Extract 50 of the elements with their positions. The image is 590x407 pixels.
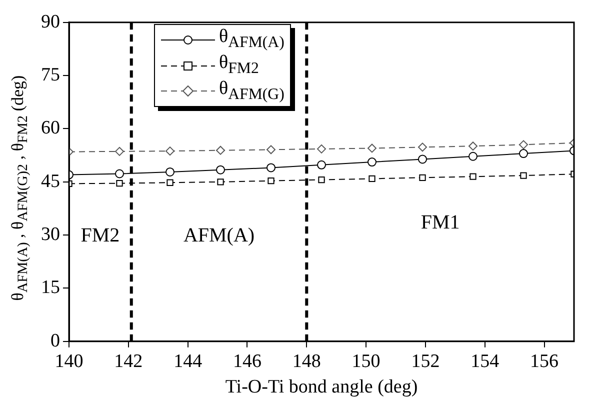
y-tick-label: 0 — [50, 330, 60, 352]
legend-label: θ$_{FM2}$ — [219, 52, 259, 79]
point — [317, 144, 326, 154]
x-tick-label: 156 — [530, 350, 559, 372]
point — [368, 158, 376, 167]
annotation: AFM(A) — [183, 224, 255, 246]
point — [216, 146, 225, 155]
point — [166, 146, 174, 156]
point — [268, 178, 274, 184]
point — [520, 172, 527, 179]
x-tick-label: 152 — [411, 350, 440, 372]
point — [368, 175, 376, 182]
point — [418, 154, 427, 164]
point — [418, 142, 427, 152]
point — [115, 169, 124, 178]
y-tick-label: 30 — [41, 224, 60, 246]
point — [468, 152, 478, 161]
point — [519, 140, 528, 150]
point — [216, 165, 225, 174]
point — [519, 149, 528, 158]
point — [470, 173, 476, 180]
x-tick-label: 144 — [174, 350, 203, 372]
point — [217, 178, 224, 186]
point — [317, 160, 326, 170]
x-tick-label: 140 — [54, 350, 84, 372]
y-tick-label: 15 — [41, 277, 60, 298]
x-tick-label: 154 — [470, 350, 500, 372]
point — [116, 180, 123, 187]
point — [266, 145, 276, 154]
y-tick-label: 90 — [41, 11, 60, 32]
annotation: FM2 — [80, 224, 120, 246]
x-tick-label: 148 — [292, 350, 321, 372]
y-tick-label: 45 — [41, 170, 60, 192]
point — [368, 144, 376, 153]
annotation: FM1 — [420, 212, 460, 234]
x-axis-title: Ti-O-Ti bond angle (deg) — [225, 376, 418, 398]
x-tick-label: 146 — [232, 350, 262, 372]
point — [468, 142, 478, 151]
legend-label: θ$_{AFM(G)}$ — [219, 78, 284, 104]
legend-label: θ$_{AFM(A)}$ — [219, 26, 284, 53]
y-tick-label: 75 — [41, 64, 60, 86]
x-tick-label: 142 — [114, 350, 143, 372]
point — [318, 176, 325, 184]
point — [166, 167, 174, 176]
y-tick-label: 60 — [41, 118, 60, 139]
point — [419, 174, 426, 181]
point — [115, 146, 124, 156]
x-tick-label: 150 — [352, 350, 380, 372]
point — [166, 179, 174, 186]
point — [266, 163, 276, 172]
